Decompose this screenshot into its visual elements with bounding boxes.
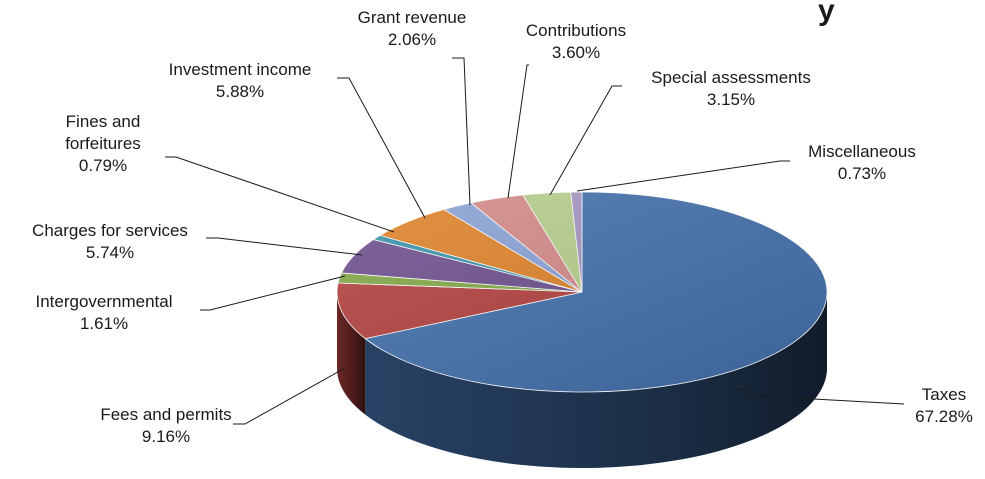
data-label-intergovernmental: Intergovernmental 1.61% xyxy=(35,292,172,333)
pie-sides xyxy=(337,292,827,468)
leader-line-charges-for-services xyxy=(206,237,363,256)
data-labels: Taxes 67.28% Fees and permits 9.16% Intergov… xyxy=(32,8,973,446)
data-label-miscellaneous: Miscellaneous 0.73% xyxy=(808,142,916,183)
data-label-fees-and-permits: Fees and permits 9.16% xyxy=(100,405,231,446)
pie-side-shade-fees-and-permits xyxy=(337,292,366,415)
chart-title-fragment: y xyxy=(818,0,835,27)
leader-line-taxes xyxy=(734,387,905,405)
data-label-fines-and-forfeitures: Fines and forfeitures 0.79% xyxy=(65,112,141,175)
leader-line-special-assessments xyxy=(549,85,622,196)
leader-lines xyxy=(165,57,905,425)
pie-tops xyxy=(336,191,828,393)
leader-line-miscellaneous xyxy=(576,160,790,192)
leader-line-intergovernmental xyxy=(200,275,346,311)
pie-top-sheen xyxy=(337,192,827,392)
data-label-special-assessments: Special assessments 3.15% xyxy=(651,68,811,109)
leader-line-investment-income xyxy=(337,77,426,219)
leader-line-contributions xyxy=(507,64,529,199)
leader-line-grant-revenue xyxy=(452,57,471,206)
leader-line-fines-and-forfeitures xyxy=(165,156,395,233)
data-label-taxes: Taxes 67.28% xyxy=(915,385,973,426)
data-label-grant-revenue: Grant revenue 2.06% xyxy=(358,8,467,49)
pie-side-shade-taxes xyxy=(365,292,827,468)
leader-line-fees-and-permits xyxy=(233,367,346,425)
data-label-investment-income: Investment income 5.88% xyxy=(169,60,312,101)
data-label-charges-for-services: Charges for services 5.74% xyxy=(32,221,188,262)
data-label-contributions: Contributions 3.60% xyxy=(526,21,626,62)
